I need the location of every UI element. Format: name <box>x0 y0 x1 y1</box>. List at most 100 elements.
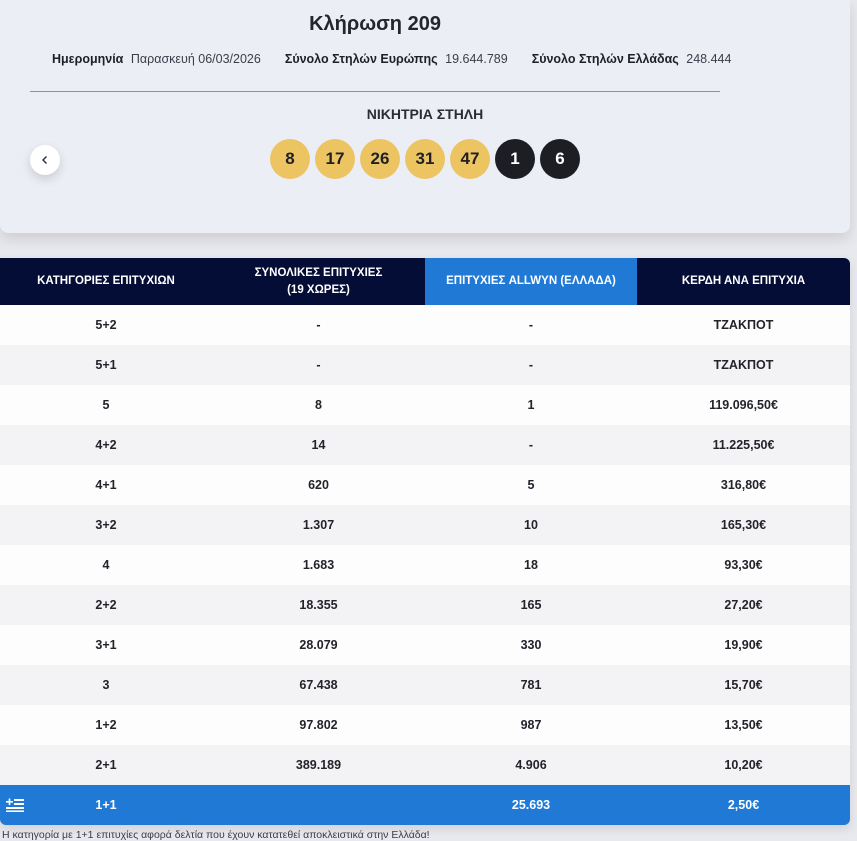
cell-greece: 330 <box>520 638 542 652</box>
table-row: 5+2 - - ΤΖΑΚΠΟΤ <box>0 305 850 345</box>
table-row: 4 1.683 18 93,30€ <box>0 545 850 585</box>
table-row: 1+2 97.802 987 13,50€ <box>0 705 850 745</box>
cell-greece: 25.693 <box>511 798 551 812</box>
footnote: Η κατηγορία με 1+1 επιτυχίες αφορά δελτί… <box>2 829 430 841</box>
cell-prize: ΤΖΑΚΠΟΤ <box>713 358 774 372</box>
draw-info-card: Κλήρωση 209 Ημερομηνία Παρασκευή 06/03/2… <box>0 0 850 233</box>
cell-greece: 987 <box>520 718 542 732</box>
greek-flag-icon <box>6 798 24 812</box>
cell-greece: 4.906 <box>515 758 547 772</box>
draw-title: Κλήρωση 209 <box>309 13 441 35</box>
cell-prize: 10,20€ <box>724 758 763 772</box>
cell-prize: 165,30€ <box>720 518 767 532</box>
header-total-line1: ΣΥΝΟΛΙΚΕΣ ΕΠΙΤΥΧΙΕΣ <box>254 266 383 279</box>
cell-total <box>212 785 425 825</box>
meta-date-label: Ημερομηνία <box>52 52 124 66</box>
cell-category: 1+2 <box>95 718 117 732</box>
cell-prize: 11.225,50€ <box>712 438 775 452</box>
cell-total: 389.189 <box>295 758 342 772</box>
previous-draw-button[interactable] <box>30 145 60 175</box>
meta-greece-label: Σύνολο Στηλών Ελλάδας <box>531 52 679 66</box>
cell-prize: 316,80€ <box>720 478 767 492</box>
table-row: 2+2 18.355 165 27,20€ <box>0 585 850 625</box>
cell-category: 3+1 <box>95 638 117 652</box>
cell-prize: 19,90€ <box>724 638 763 652</box>
cell-category: 5+1 <box>95 358 117 372</box>
cell-total: - <box>316 318 321 332</box>
prize-breakdown-table: ΚΑΤΗΓΟΡΙΕΣ ΕΠΙΤΥΧΙΩΝ ΣΥΝΟΛΙΚΕΣ ΕΠΙΤΥΧΙΕΣ… <box>0 258 850 825</box>
meta-europe-label: Σύνολο Στηλών Ευρώπης <box>284 52 438 66</box>
cell-total: 97.802 <box>299 718 338 732</box>
header-greece-winners: ΕΠΙΤΥΧΙΕΣ ALLWYN (ΕΛΛΑΔΑ) <box>425 258 637 305</box>
star-number-ball: 1 <box>495 139 535 179</box>
cell-category: 2+2 <box>95 598 117 612</box>
table-row: 3 67.438 781 15,70€ <box>0 665 850 705</box>
meta-greece-value: 248.444 <box>686 52 732 66</box>
cell-greece: 781 <box>520 678 542 692</box>
cell-prize: 15,70€ <box>724 678 763 692</box>
table-row: 3+2 1.307 10 165,30€ <box>0 505 850 545</box>
winning-numbers: 8 17 26 31 47 1 6 <box>270 139 580 179</box>
cell-category: 5+2 <box>95 318 117 332</box>
table-body: 5+2 - - ΤΖΑΚΠΟΤ 5+1 - - ΤΖΑΚΠΟΤ 5 8 1 11… <box>0 305 850 785</box>
cell-prize: 119.096,50€ <box>709 398 778 412</box>
cell-total: 1.307 <box>302 518 335 532</box>
cell-total: 1.683 <box>302 558 335 572</box>
header-total-line2: (19 ΧΩΡΕΣ) <box>287 283 350 296</box>
main-number-ball: 8 <box>270 139 310 179</box>
star-number-ball: 6 <box>540 139 580 179</box>
cell-category: 1+1 <box>95 798 117 812</box>
cell-greece: 18 <box>524 558 538 572</box>
meta-date-value: Παρασκευή 06/03/2026 <box>130 52 261 66</box>
table-row: 4+1 620 5 316,80€ <box>0 465 850 505</box>
cell-greece: - <box>528 438 534 452</box>
cell-prize: 13,50€ <box>724 718 763 732</box>
cell-category: 3 <box>102 678 110 692</box>
cell-total: 14 <box>311 438 326 452</box>
cell-category: 4+2 <box>95 438 117 452</box>
cell-prize: 2,50€ <box>727 798 760 812</box>
cell-prize: 27,20€ <box>724 598 763 612</box>
cell-greece: 5 <box>527 478 535 492</box>
main-number-ball: 31 <box>405 139 445 179</box>
header-prize-per-winner: ΚΕΡΔΗ ΑΝΑ ΕΠΙΤΥΧΙΑ <box>681 275 806 287</box>
header-categories: ΚΑΤΗΓΟΡΙΕΣ ΕΠΙΤΥΧΙΩΝ <box>37 275 175 287</box>
cell-category: 3+2 <box>95 518 117 532</box>
main-number-ball: 17 <box>315 139 355 179</box>
cell-prize: 93,30€ <box>724 558 763 572</box>
cell-category: 4 <box>102 558 110 572</box>
cell-greece: 165 <box>520 598 542 612</box>
draw-meta: Ημερομηνία Παρασκευή 06/03/2026 Σύνολο Σ… <box>52 52 731 66</box>
cell-greece: 1 <box>527 398 535 412</box>
table-row: 2+1 389.189 4.906 10,20€ <box>0 745 850 785</box>
header-total-winners: ΣΥΝΟΛΙΚΕΣ ΕΠΙΤΥΧΙΕΣ (19 ΧΩΡΕΣ) <box>212 258 425 305</box>
table-row: 5+1 - - ΤΖΑΚΠΟΤ <box>0 345 850 385</box>
table-row: 3+1 28.079 330 19,90€ <box>0 625 850 665</box>
table-row: 4+2 14 - 11.225,50€ <box>0 425 850 465</box>
table-header: ΚΑΤΗΓΟΡΙΕΣ ΕΠΙΤΥΧΙΩΝ ΣΥΝΟΛΙΚΕΣ ΕΠΙΤΥΧΙΕΣ… <box>0 258 850 305</box>
cell-category: 4+1 <box>95 478 117 492</box>
cell-total: - <box>316 358 321 372</box>
cell-total: 8 <box>315 398 322 412</box>
cell-prize: ΤΖΑΚΠΟΤ <box>713 318 774 332</box>
meta-europe-total: Σύνολο Στηλών Ευρώπης 19.644.789 <box>285 52 508 66</box>
cell-total: 18.355 <box>299 598 338 612</box>
main-number-ball: 26 <box>360 139 400 179</box>
cell-greece: 10 <box>524 518 538 532</box>
cell-greece: - <box>528 358 534 372</box>
meta-greece-total: Σύνολο Στηλών Ελλάδας 248.444 <box>532 52 732 66</box>
cell-total: 28.079 <box>299 638 338 652</box>
winning-numbers-title: ΝΙΚΗΤΡΙΑ ΣΤΗΛΗ <box>366 106 484 122</box>
main-number-ball: 47 <box>450 139 490 179</box>
cell-total: 67.438 <box>299 678 338 692</box>
cell-greece: - <box>528 318 534 332</box>
table-row: 5 8 1 119.096,50€ <box>0 385 850 425</box>
greece-only-row: 1+1 25.693 2,50€ <box>0 785 850 825</box>
chevron-left-icon <box>42 156 47 164</box>
cell-category: 5 <box>102 398 110 412</box>
cell-total: 620 <box>308 478 329 492</box>
meta-europe-value: 19.644.789 <box>445 52 508 66</box>
cell-category: 2+1 <box>95 758 117 772</box>
meta-date: Ημερομηνία Παρασκευή 06/03/2026 <box>52 52 261 66</box>
divider <box>30 91 720 92</box>
